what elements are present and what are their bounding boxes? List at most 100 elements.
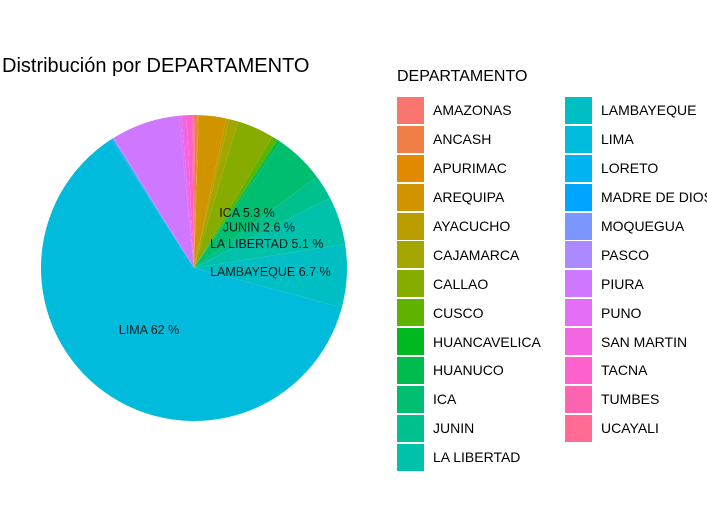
legend-item: AREQUIPA — [397, 183, 565, 212]
legend-label: TACNA — [601, 362, 648, 379]
legend-swatch — [565, 270, 592, 298]
legend-item: LAMBAYEQUE — [565, 96, 707, 125]
legend-label: CALLAO — [433, 275, 489, 292]
pie-slice-lambayeque — [194, 243, 348, 308]
legend-label: TUMBES — [601, 391, 660, 408]
pie-slice-ayacucho — [194, 118, 230, 268]
legend-item: SAN MARTIN — [565, 327, 707, 356]
legend-swatch — [397, 241, 424, 269]
pie-slice-amazonas — [194, 114, 195, 268]
chart-title: Distribución por DEPARTAMENTO — [2, 55, 310, 77]
legend-item: PASCO — [565, 240, 707, 269]
legend-swatch — [397, 356, 424, 384]
legend-label: UCAYALI — [601, 420, 659, 437]
legend-label: MOQUEGUA — [601, 218, 685, 234]
legend-item: PUNO — [565, 298, 707, 327]
pie-slice-cusco — [194, 136, 278, 268]
legend-swatch — [397, 414, 424, 442]
slice-label: LAMBAYEQUE 6.7 % — [210, 265, 331, 279]
legend-item: CAJAMARCA — [397, 240, 565, 269]
legend-label: CUSCO — [433, 304, 484, 321]
legend-label: JUNIN — [433, 420, 475, 437]
pie-slice-callao — [194, 121, 273, 268]
legend-label: MADRE DE DIOS — [601, 189, 707, 206]
legend-label: HUANUCO — [433, 362, 504, 379]
legend-swatch — [397, 385, 424, 413]
legend-item: LIMA — [565, 125, 707, 154]
slice-label: JUNIN 2.6 % — [223, 221, 295, 235]
pie-slice-puno — [178, 115, 194, 268]
pie-slice-madre-de-dios — [111, 138, 194, 268]
pie-slice-cajamarca — [194, 119, 239, 268]
legend-item: JUNIN — [397, 414, 565, 443]
legend-item: TACNA — [565, 356, 707, 385]
pie-slice-huancavelica — [194, 139, 279, 268]
legend-swatch — [565, 299, 592, 327]
pie-slice-loreto — [110, 139, 194, 268]
legend-swatch — [397, 96, 424, 124]
legend-item: HUANCAVELICA — [397, 327, 565, 356]
legend-swatch — [397, 125, 424, 153]
pie-slice-piura — [114, 115, 194, 268]
legend-label: LIMA — [601, 131, 634, 148]
legend-label: HUANCAVELICA — [433, 333, 541, 350]
legend-swatch — [565, 241, 592, 269]
legend-swatch — [397, 328, 424, 356]
legend-item: TUMBES — [565, 385, 707, 414]
pie-chart: ICA 5.3 %JUNIN 2.6 % LA LIBERTAD 5.1 % LAM… — [41, 114, 348, 422]
pie-slice-apurimac — [194, 115, 199, 268]
legend-title: DEPARTAMENTO — [397, 68, 528, 85]
legend-item: CUSCO — [397, 298, 565, 327]
legend-label: ICA — [433, 391, 457, 408]
pie-slice-junin — [194, 176, 330, 268]
pie-slice-arequipa — [194, 115, 227, 268]
legend-swatch — [397, 183, 424, 211]
pie-slice-pasco — [113, 137, 194, 268]
legend-label: AREQUIPA — [433, 189, 505, 206]
legend-swatch — [397, 270, 424, 298]
legend-columns: AMAZONAS ANCASH APURIMAC AREQUIPA AYACUCHO CA… — [397, 96, 707, 472]
pie-slice-ucayali — [193, 114, 194, 268]
legend-swatch — [565, 356, 592, 384]
legend-label: PASCO — [601, 246, 649, 263]
slice-label: LA LIBERTAD 5.1 % — [210, 237, 323, 251]
legend-item: APURIMAC — [397, 154, 565, 183]
legend-item: LA LIBERTAD — [397, 443, 565, 472]
legend-column: LAMBAYEQUE LIMA LORETO MADRE DE DIOS MOQUEGU… — [565, 96, 707, 472]
legend-item: ANCASH — [397, 125, 565, 154]
pie-slice-ancash — [194, 115, 198, 268]
pie-slice-tacna — [186, 115, 194, 268]
legend-item: MADRE DE DIOS — [565, 183, 707, 212]
legend-item: UCAYALI — [565, 414, 707, 443]
legend-swatch — [565, 183, 592, 211]
legend-label: PUNO — [601, 304, 642, 321]
legend-swatch — [397, 154, 424, 182]
pie-slice-moquegua — [112, 138, 194, 268]
legend-label: ANCASH — [433, 131, 492, 148]
legend-swatch — [397, 212, 424, 240]
legend-item: AMAZONAS — [397, 96, 565, 125]
pie-slice-huanuco — [194, 140, 281, 268]
slice-label: LIMA 62 % — [119, 323, 179, 337]
legend: DEPARTAMENTO AMAZONAS ANCASH APURIMAC AREQU… — [397, 68, 707, 472]
pie-slice-lima — [41, 139, 342, 422]
legend-label: APURIMAC — [433, 160, 507, 177]
legend-item: HUANUCO — [397, 356, 565, 385]
legend-label: SAN MARTIN — [601, 333, 688, 350]
legend-column: AMAZONAS ANCASH APURIMAC AREQUIPA AYACUCHO CA… — [397, 96, 565, 472]
legend-swatch — [565, 96, 592, 124]
legend-swatch — [565, 328, 592, 356]
pie-slice-la-libertad — [194, 197, 346, 268]
legend-label: LORETO — [601, 160, 659, 177]
legend-label: AYACUCHO — [433, 218, 511, 234]
legend-swatch — [565, 414, 592, 442]
legend-swatch — [565, 154, 592, 182]
legend-item: ICA — [397, 385, 565, 414]
pie-slice-san-martin — [181, 115, 194, 268]
legend-item: LORETO — [565, 154, 707, 183]
pie-slice-tumbes — [192, 115, 194, 268]
legend-swatch — [397, 443, 424, 471]
legend-swatch — [565, 212, 592, 240]
legend-label: LAMBAYEQUE — [601, 102, 697, 119]
legend-swatch — [565, 125, 592, 153]
